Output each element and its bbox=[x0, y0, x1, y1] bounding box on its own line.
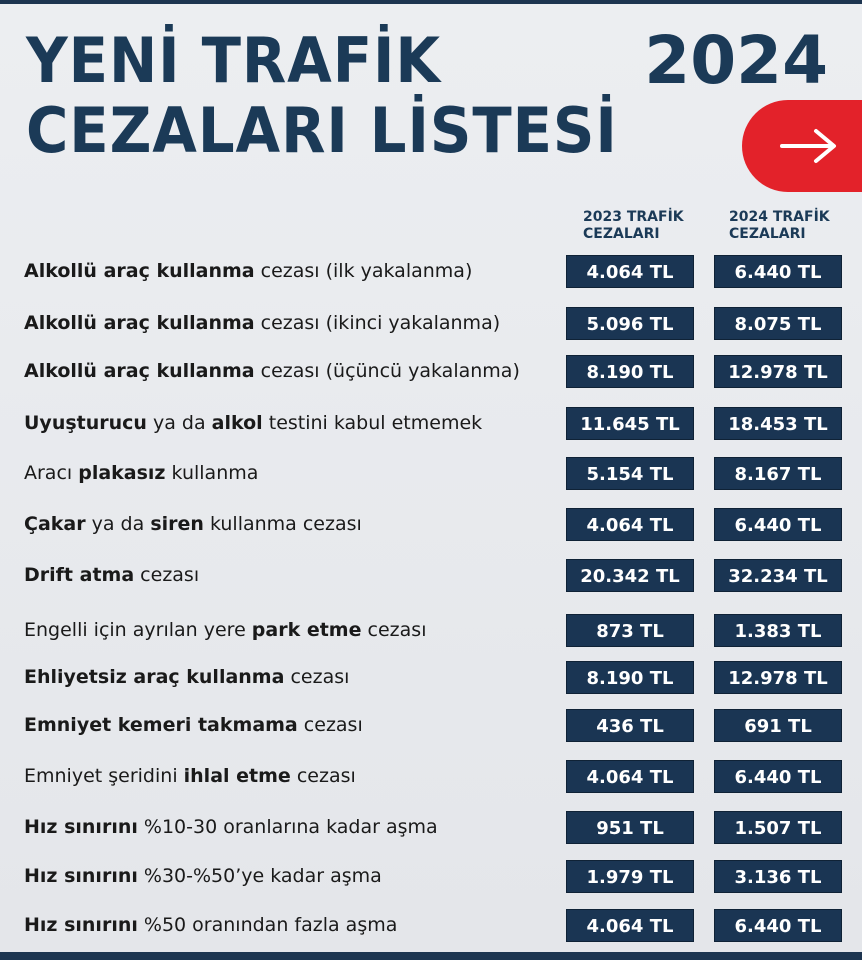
table-row: Hız sınırını %10-30 oranlarına kadar aşm… bbox=[0, 808, 862, 846]
fine-description: Uyuşturucu ya da alkol testini kabul etm… bbox=[24, 412, 483, 434]
fine-2024-value: 691 TL bbox=[714, 709, 842, 742]
fine-2023-value: 8.190 TL bbox=[566, 355, 694, 388]
fine-description: Drift atma cezası bbox=[24, 564, 200, 586]
fine-description: Hız sınırını %10-30 oranlarına kadar aşm… bbox=[24, 816, 438, 838]
fine-description: Hız sınırını %50 oranından fazla aşma bbox=[24, 914, 398, 936]
fine-2024-value: 18.453 TL bbox=[714, 407, 842, 440]
fine-2023-value: 4.064 TL bbox=[566, 508, 694, 541]
column-header-2023: 2023 TRAFİK CEZALARI bbox=[583, 209, 684, 242]
table-row: Uyuşturucu ya da alkol testini kabul etm… bbox=[0, 404, 862, 442]
fine-description: Alkollü araç kullanma cezası (ilk yakala… bbox=[24, 260, 473, 282]
fine-2023-value: 8.190 TL bbox=[566, 661, 694, 694]
year-label: 2024 bbox=[644, 22, 828, 99]
fine-2023-value: 4.064 TL bbox=[566, 760, 694, 793]
table-row: Hız sınırını %30-%50’ye kadar aşma 1.979 … bbox=[0, 857, 862, 895]
fine-2023-value: 4.064 TL bbox=[566, 909, 694, 942]
fine-2024-value: 8.075 TL bbox=[714, 307, 842, 340]
table-row: Aracı plakasız kullanma 5.154 TL 8.167 TL bbox=[0, 454, 862, 492]
fine-2023-value: 20.342 TL bbox=[566, 559, 694, 592]
fine-2023-value: 951 TL bbox=[566, 811, 694, 844]
fine-2024-value: 1.507 TL bbox=[714, 811, 842, 844]
table-row: Ehliyetsiz araç kullanma cezası 8.190 TL 1… bbox=[0, 658, 862, 696]
table-row: Engelli için ayrılan yere park etme ceza… bbox=[0, 611, 862, 649]
table-row: Emniyet şeridini ihlal etme cezası 4.064 … bbox=[0, 757, 862, 795]
fine-2023-value: 873 TL bbox=[566, 614, 694, 647]
fine-2024-value: 1.383 TL bbox=[714, 614, 842, 647]
title-line-2: CEZALARI LİSTESİ bbox=[26, 94, 618, 167]
fine-description: Ehliyetsiz araç kullanma cezası bbox=[24, 666, 350, 688]
table-row: Drift atma cezası 20.342 TL 32.234 TL bbox=[0, 556, 862, 594]
fine-2024-value: 3.136 TL bbox=[714, 860, 842, 893]
fine-description: Aracı plakasız kullanma bbox=[24, 462, 259, 484]
column-header-2024: 2024 TRAFİK CEZALARI bbox=[729, 209, 830, 242]
fine-2024-value: 12.978 TL bbox=[714, 355, 842, 388]
title-line-1: YENİ TRAFİK bbox=[26, 24, 442, 97]
fine-description: Hız sınırını %30-%50’ye kadar aşma bbox=[24, 865, 382, 887]
arrow-right-icon bbox=[780, 129, 836, 163]
fine-2024-value: 6.440 TL bbox=[714, 909, 842, 942]
fine-2024-value: 6.440 TL bbox=[714, 255, 842, 288]
fine-2024-value: 12.978 TL bbox=[714, 661, 842, 694]
fine-2024-value: 8.167 TL bbox=[714, 457, 842, 490]
table-row: Alkollü araç kullanma cezası (üçüncü yak… bbox=[0, 352, 862, 390]
fine-2023-value: 5.154 TL bbox=[566, 457, 694, 490]
table-row: Hız sınırını %50 oranından fazla aşma 4.0… bbox=[0, 906, 862, 944]
table-row: Çakar ya da siren kullanma cezası 4.064 T… bbox=[0, 505, 862, 543]
fine-description: Alkollü araç kullanma cezası (üçüncü yak… bbox=[24, 360, 520, 382]
page-title: YENİ TRAFİK CEZALARI LİSTESİ bbox=[26, 26, 618, 166]
fine-2023-value: 4.064 TL bbox=[566, 255, 694, 288]
table-row: Alkollü araç kullanma cezası (ilk yakala… bbox=[0, 252, 862, 290]
fine-description: Alkollü araç kullanma cezası (ikinci yak… bbox=[24, 312, 501, 334]
fine-description: Emniyet kemeri takmama cezası bbox=[24, 714, 363, 736]
table-row: Alkollü araç kullanma cezası (ikinci yak… bbox=[0, 304, 862, 342]
fine-description: Emniyet şeridini ihlal etme cezası bbox=[24, 765, 356, 787]
fine-2023-value: 5.096 TL bbox=[566, 307, 694, 340]
next-button[interactable] bbox=[742, 100, 862, 192]
fine-2024-value: 32.234 TL bbox=[714, 559, 842, 592]
fine-2023-value: 11.645 TL bbox=[566, 407, 694, 440]
fine-description: Engelli için ayrılan yere park etme ceza… bbox=[24, 619, 427, 641]
fine-2023-value: 436 TL bbox=[566, 709, 694, 742]
fine-2024-value: 6.440 TL bbox=[714, 508, 842, 541]
fine-2023-value: 1.979 TL bbox=[566, 860, 694, 893]
table-row: Emniyet kemeri takmama cezası 436 TL 691 T… bbox=[0, 706, 862, 744]
fine-2024-value: 6.440 TL bbox=[714, 760, 842, 793]
fine-description: Çakar ya da siren kullanma cezası bbox=[24, 513, 362, 535]
